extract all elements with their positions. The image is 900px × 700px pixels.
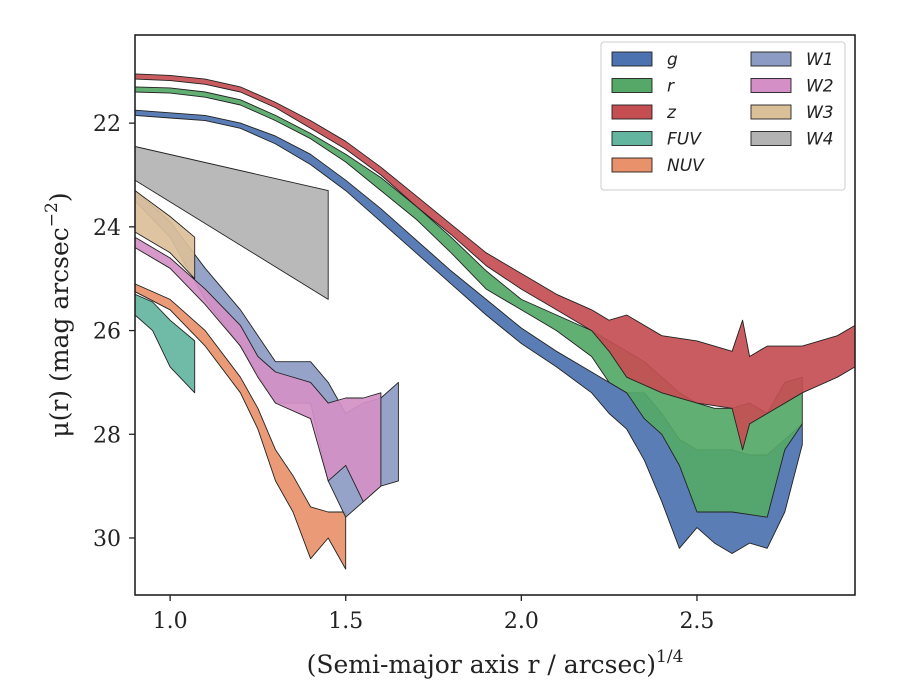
band-z xyxy=(135,73,855,451)
legend-swatch-fuv xyxy=(611,131,653,146)
x-axis-label: (Semi-major axis r / arcsec)1/4 xyxy=(307,647,684,679)
legend-swatch-g xyxy=(611,51,653,67)
legend-label-w4: W4 xyxy=(806,130,834,150)
band-g xyxy=(135,109,803,554)
legend-label-g: g xyxy=(667,50,678,70)
ticks-layer: 1.0 1.5 2.0 2.5 22 24 26 28 30 xyxy=(93,112,714,634)
series-layer xyxy=(135,73,855,570)
legend-label-nuv: NUV xyxy=(667,156,705,176)
x-tick-label: 2.0 xyxy=(504,609,539,634)
band-w2 xyxy=(135,236,382,503)
legend-swatch-z xyxy=(611,104,653,120)
legend: grz FUV NUV W1 W2 W3 W4 xyxy=(600,41,846,191)
legend-swatch-r xyxy=(611,78,653,93)
legend-label-fuv: FUV xyxy=(667,130,702,150)
legend-label-z: z xyxy=(666,103,677,123)
y-tick-label: 30 xyxy=(93,527,121,552)
legend-swatch-nuv xyxy=(611,157,653,173)
legend-swatch-w2 xyxy=(750,78,792,93)
band-fuv xyxy=(135,293,196,394)
band-r xyxy=(135,86,803,518)
y-tick-label: 26 xyxy=(93,320,121,345)
legend-label-w1: W1 xyxy=(806,50,834,70)
legend-label-r: r xyxy=(667,77,675,97)
x-tick-label: 1.5 xyxy=(328,609,363,634)
x-tick-label: 2.5 xyxy=(679,609,714,634)
legend-swatch-w4 xyxy=(750,131,792,146)
legend-swatch-w1 xyxy=(750,51,792,67)
plot-frame xyxy=(134,34,856,596)
band-w4 xyxy=(135,146,329,300)
x-tick-label: 1.0 xyxy=(153,609,188,634)
y-tick-label: 24 xyxy=(93,216,121,241)
legend-label-w2: W2 xyxy=(806,77,834,97)
band-nuv xyxy=(135,283,347,570)
legend-swatch-w3 xyxy=(750,104,792,120)
legend-label-w3: W3 xyxy=(806,103,834,123)
band-w3 xyxy=(135,190,196,280)
y-tick-label: 22 xyxy=(93,112,121,137)
y-axis-label: μ(r) (mag arcsec−2) xyxy=(42,192,74,437)
y-tick-label: 28 xyxy=(93,423,121,448)
